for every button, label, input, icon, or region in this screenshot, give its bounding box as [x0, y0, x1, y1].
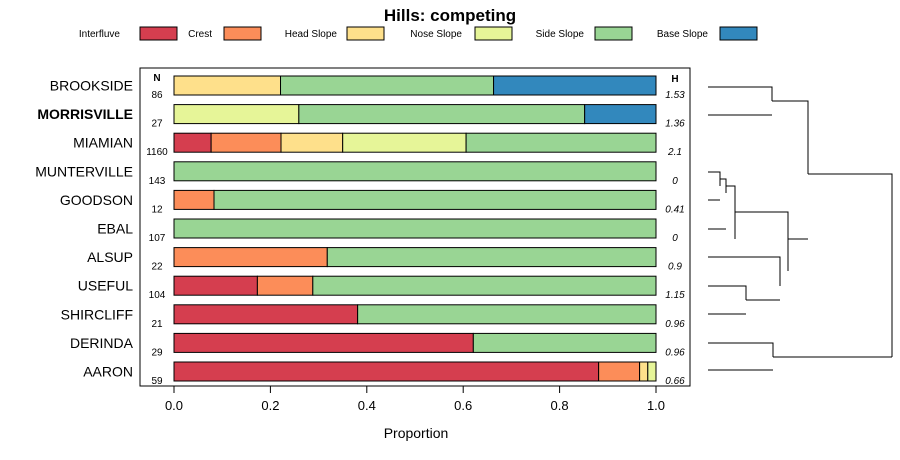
y-tick-label: EBAL	[97, 221, 133, 237]
bar-segment	[493, 75, 657, 96]
n-value: 1160	[146, 147, 168, 158]
n-value: 107	[149, 233, 166, 244]
bar-segment	[639, 361, 649, 382]
h-column-header: H	[671, 74, 678, 85]
n-value: 12	[151, 204, 163, 215]
n-value: 104	[149, 290, 166, 301]
bar-segment	[173, 247, 328, 268]
bar-segment	[173, 332, 474, 353]
bar-segment	[173, 304, 359, 325]
chart-title: Hills: competing	[384, 6, 516, 25]
h-value: 0	[672, 176, 678, 187]
bar-segment	[472, 332, 657, 353]
legend: Interfluve Crest Head Slope Nose Slope Side …	[79, 26, 758, 41]
dendrogram-branch	[720, 178, 727, 193]
n-value: 27	[151, 119, 163, 130]
h-value: 1.15	[665, 290, 685, 301]
dendrogram-branch	[726, 185, 736, 239]
dendrogram-branch	[708, 86, 773, 101]
h-value: 1.53	[665, 90, 685, 101]
legend-swatch	[594, 26, 633, 41]
bar-segment	[357, 304, 657, 325]
bar-segment	[326, 247, 657, 268]
bar-segment	[298, 104, 586, 125]
h-value: 0.96	[665, 347, 685, 358]
bar-segment	[173, 361, 600, 382]
dendrogram	[708, 86, 893, 371]
bar-segment	[280, 75, 495, 96]
legend-swatch	[223, 26, 262, 41]
n-column-header: N	[153, 73, 160, 84]
plot-frame	[139, 67, 691, 387]
bar-segment	[598, 361, 641, 382]
h-value: 2.1	[667, 147, 682, 158]
bar-segment	[280, 132, 344, 153]
y-tick-label: GOODSON	[60, 192, 133, 208]
x-tick-label: 0.6	[454, 398, 472, 413]
legend-swatch	[139, 26, 178, 41]
x-tick-label: 0.4	[358, 398, 376, 413]
dendrogram-branch	[708, 256, 781, 286]
legend-label: Side Slope	[536, 29, 585, 40]
legend-label: Base Slope	[657, 29, 709, 40]
chart-rows: BROOKSIDE 86 1.53 MORRISVILLE 27 1.36 MIAMIAN 1…	[35, 75, 685, 387]
y-tick-label: MIAMIAN	[73, 135, 133, 151]
bar-segment	[584, 104, 657, 125]
n-value: 22	[151, 262, 163, 273]
bar-segment	[312, 275, 657, 296]
dendrogram-branch	[772, 100, 809, 174]
y-tick-label: BROOKSIDE	[50, 78, 133, 94]
n-value: 21	[151, 319, 163, 330]
y-tick-label: ALSUP	[87, 249, 133, 265]
bar-segment	[342, 132, 467, 153]
n-value: 86	[151, 90, 163, 101]
legend-label: Crest	[188, 29, 212, 40]
dendrogram-branch	[735, 211, 789, 271]
x-axis-label: Proportion	[384, 425, 449, 441]
h-value: 0.41	[665, 204, 684, 215]
bar-segment	[173, 189, 215, 210]
dendrogram-branch	[708, 171, 721, 186]
h-value: 0.9	[668, 262, 682, 273]
bar-segment	[465, 132, 657, 153]
x-axis: 0.0 0.2 0.4 0.6 0.8 1.0	[165, 386, 665, 413]
bar-segment	[173, 132, 212, 153]
legend-label: Head Slope	[285, 29, 338, 40]
bar-segment	[256, 275, 314, 296]
bar-segment	[173, 104, 300, 125]
legend-swatch	[346, 26, 385, 41]
bar-segment	[173, 161, 657, 182]
y-tick-label: DERINDA	[70, 335, 134, 351]
dendrogram-branch	[708, 342, 774, 357]
n-value: 59	[151, 376, 163, 387]
legend-swatch	[719, 26, 758, 41]
x-tick-label: 0.0	[165, 398, 183, 413]
h-value: 0.66	[665, 376, 685, 387]
bar-segment	[173, 218, 657, 239]
legend-label: Nose Slope	[410, 29, 462, 40]
y-tick-label: SHIRCLIFF	[61, 306, 133, 322]
dendrogram-branch	[708, 285, 747, 300]
y-tick-label: MORRISVILLE	[37, 106, 133, 122]
n-value: 143	[149, 176, 166, 187]
y-tick-label: AARON	[83, 364, 133, 380]
bar-segment	[647, 361, 657, 382]
h-value: 0.96	[665, 319, 685, 330]
n-value: 29	[151, 347, 163, 358]
y-tick-label: MUNTERVILLE	[35, 163, 133, 179]
y-tick-label: USEFUL	[78, 278, 133, 294]
x-tick-label: 0.2	[261, 398, 279, 413]
legend-swatch	[474, 26, 513, 41]
bar-segment	[213, 189, 657, 210]
x-tick-label: 1.0	[647, 398, 665, 413]
h-value: 1.36	[665, 119, 685, 130]
bar-segment	[173, 75, 282, 96]
x-tick-label: 0.8	[551, 398, 569, 413]
bar-segment	[173, 275, 258, 296]
bar-segment	[210, 132, 282, 153]
legend-label: Interfluve	[79, 29, 121, 40]
dendrogram-branch	[808, 173, 893, 357]
h-value: 0	[672, 233, 678, 244]
